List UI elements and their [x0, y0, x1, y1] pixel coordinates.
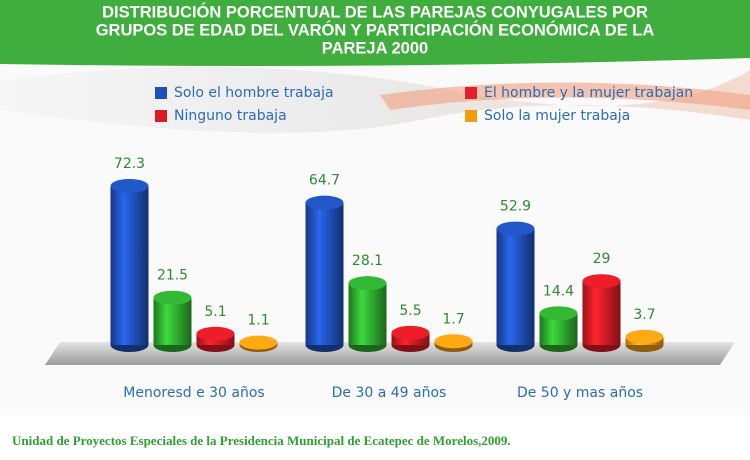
bar	[434, 334, 473, 352]
bar	[348, 276, 387, 352]
legend-swatch	[155, 110, 167, 122]
source: Unidad de Proyectos Especiales de la Pre…	[12, 433, 511, 448]
bar-body	[153, 297, 192, 345]
bar-top	[539, 306, 578, 321]
title-banner	[0, 0, 750, 66]
bar	[153, 290, 192, 352]
value-label: 28.1	[352, 253, 383, 269]
bar-top	[110, 178, 149, 193]
bar	[239, 335, 278, 352]
value-label: 64.7	[309, 173, 340, 189]
bar	[196, 326, 235, 352]
bar-body	[348, 283, 387, 345]
x-tick-label: Menoresd e 30 años	[123, 385, 264, 401]
bar-top	[582, 274, 621, 289]
legend-label: Solo el hombre trabaja	[174, 85, 334, 101]
value-label: 29	[593, 251, 611, 267]
legend-label: Solo la mujer trabaja	[484, 108, 630, 124]
bar	[110, 178, 149, 352]
bar-body	[582, 281, 621, 345]
bar-top	[196, 326, 235, 341]
chart-title: DISTRIBUCIÓN PORCENTUAL DE LAS PAREJAS C…	[102, 2, 648, 21]
value-label: 1.1	[247, 313, 269, 329]
value-label: 5.1	[204, 304, 226, 320]
value-label: 52.9	[500, 199, 531, 215]
swoosh	[0, 67, 750, 133]
chart-title: PAREJA 2000	[322, 39, 428, 57]
bar	[391, 325, 430, 352]
value-label: 3.7	[633, 307, 655, 323]
legend-swatch	[155, 87, 167, 99]
legend-swatch	[465, 87, 477, 99]
bar-top	[625, 329, 664, 344]
bar-body	[305, 202, 344, 345]
value-label: 1.7	[442, 311, 464, 327]
bar-body	[110, 185, 149, 345]
bar-top	[348, 276, 387, 291]
bar-top	[434, 334, 473, 349]
bar	[582, 274, 621, 352]
bar	[625, 329, 664, 352]
value-label: 14.4	[543, 283, 574, 299]
legend-swatch	[465, 110, 477, 122]
legend-label: El hombre y la mujer trabajan	[484, 85, 693, 101]
bar	[539, 306, 578, 352]
x-tick-label: De 30 a 49 años	[332, 385, 447, 401]
bar	[496, 221, 535, 352]
bar	[305, 195, 344, 352]
bar-top	[239, 335, 278, 350]
bar-top	[496, 221, 535, 236]
x-tick-label: De 50 y mas años	[517, 385, 643, 401]
bar-top	[305, 195, 344, 210]
bar-top	[153, 290, 192, 305]
bar-body	[496, 228, 535, 345]
chart-title: GRUPOS DE EDAD DEL VARÓN Y PARTICIPACIÓN…	[96, 20, 655, 39]
value-label: 21.5	[157, 268, 188, 284]
value-label: 5.5	[399, 303, 421, 319]
bar-top	[391, 325, 430, 340]
legend-label: Ninguno trabaja	[174, 108, 287, 124]
value-label: 72.3	[114, 156, 145, 172]
